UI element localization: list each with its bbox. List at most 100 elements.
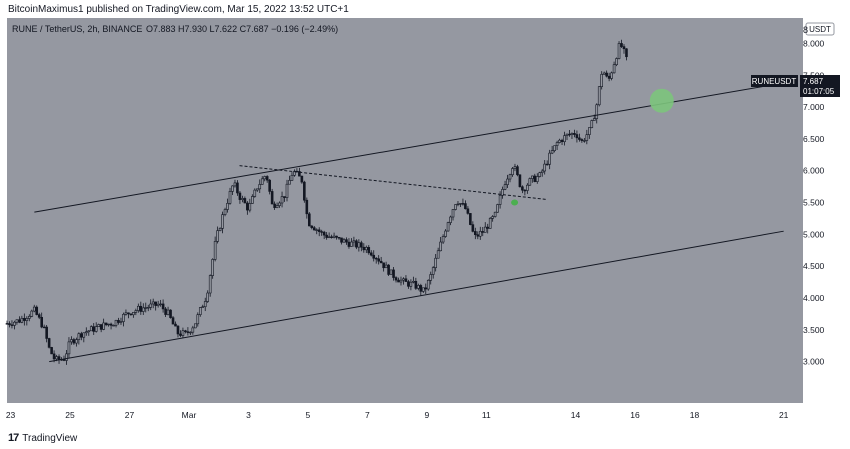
candle-body <box>154 301 157 306</box>
candle-body <box>421 287 425 292</box>
candle-body <box>573 133 576 135</box>
candle-body <box>176 325 180 335</box>
candles <box>5 39 628 365</box>
candle-body <box>521 186 524 191</box>
candle-body <box>478 231 482 237</box>
candle-body <box>414 280 418 289</box>
candle-body <box>434 257 437 268</box>
candle-body <box>543 163 547 172</box>
candle-body <box>362 246 366 251</box>
candle-body <box>424 287 428 290</box>
candle-body <box>332 235 336 238</box>
candle-body <box>364 247 368 251</box>
candle-body <box>588 127 591 135</box>
candle-body <box>13 321 16 326</box>
candle-body <box>159 303 162 306</box>
candle-body <box>15 319 19 323</box>
candle-body <box>32 306 36 312</box>
symbol-tag: RUNEUSDT <box>752 77 797 86</box>
candle-body <box>602 72 606 75</box>
candle-body <box>335 235 338 238</box>
x-tick-label: 18 <box>690 410 700 420</box>
candle-body <box>84 331 88 334</box>
candle-body <box>615 58 618 66</box>
candle-body <box>288 180 291 185</box>
y-tick-label: 3.500 <box>803 325 825 335</box>
candle-body <box>226 203 229 210</box>
candle-body <box>397 279 400 283</box>
candle-body <box>221 214 224 229</box>
candle-body <box>258 184 262 190</box>
candle-body <box>122 314 125 322</box>
candle-body <box>379 260 383 264</box>
candle-body <box>426 280 430 290</box>
candle-body <box>488 218 492 229</box>
time-axis[interactable]: 23 25 27 Mar 3 5 7 9 11 14 16 18 21 <box>6 410 789 420</box>
candle-body <box>216 230 219 242</box>
candle-body <box>20 317 24 323</box>
y-tick-label: 7.000 <box>803 102 825 112</box>
candle-body <box>57 356 61 360</box>
candle-body <box>476 234 480 237</box>
candle-body <box>89 326 93 332</box>
candle-body <box>578 137 581 140</box>
candle-body <box>526 184 529 191</box>
candle-body <box>134 310 138 313</box>
candle-body <box>560 139 564 143</box>
candle-body <box>622 46 626 50</box>
footer: 17 TradingView <box>8 431 77 445</box>
candle-body <box>42 326 46 329</box>
candle-body <box>469 213 472 225</box>
candle-body <box>523 189 527 192</box>
candle-body <box>404 278 408 282</box>
candle-body <box>570 133 574 135</box>
descending-resistance-line[interactable] <box>239 165 546 200</box>
candle-body <box>223 209 227 215</box>
candle-body <box>303 181 306 201</box>
candle-body <box>441 236 445 243</box>
y-tick-label: 3.000 <box>803 357 825 367</box>
candle-body <box>117 319 120 323</box>
candle-body <box>548 152 551 165</box>
candle-body <box>496 204 499 213</box>
candle-body <box>35 306 39 315</box>
candle-body <box>399 279 403 283</box>
candle-body <box>47 338 51 348</box>
candle-body <box>171 317 175 325</box>
candle-body <box>30 310 34 317</box>
candle-body <box>25 318 29 321</box>
tradingview-brand[interactable]: TradingView <box>22 432 78 444</box>
candle-body <box>129 313 133 316</box>
symbol-title: RUNE / TetherUS, 2h, BINANCE <box>12 24 142 34</box>
y-tick-label: 4.000 <box>803 293 825 303</box>
candle-body <box>605 72 608 77</box>
tradingview-logo[interactable]: 17 <box>8 432 19 444</box>
candle-body <box>179 333 182 336</box>
candle-body <box>218 228 222 231</box>
x-tick-label: 3 <box>246 410 251 420</box>
candle-body <box>273 203 276 208</box>
candle-body <box>280 196 284 204</box>
candle-body <box>558 139 561 143</box>
last-price-label: 7.687 <box>803 77 824 86</box>
candle-body <box>315 229 319 231</box>
candle-body <box>493 211 497 217</box>
candle-body <box>265 176 269 181</box>
y-tick-label: 5.000 <box>803 229 825 239</box>
candle-body <box>124 312 128 315</box>
candle-body <box>590 120 594 128</box>
currency-badge-box[interactable] <box>805 22 835 36</box>
x-tick-label: 23 <box>6 410 16 420</box>
candle-body <box>127 312 130 315</box>
channel-lower-line[interactable] <box>49 230 784 363</box>
candle-body <box>508 174 512 180</box>
candle-body <box>241 198 244 200</box>
candle-body <box>112 324 115 327</box>
candle-body <box>290 174 294 181</box>
candle-body <box>518 174 522 188</box>
candle-body <box>498 195 502 205</box>
candle-body <box>612 64 616 74</box>
y-tick-label: 6.000 <box>803 166 825 176</box>
candle-body <box>545 163 549 166</box>
candle-body <box>94 326 98 332</box>
